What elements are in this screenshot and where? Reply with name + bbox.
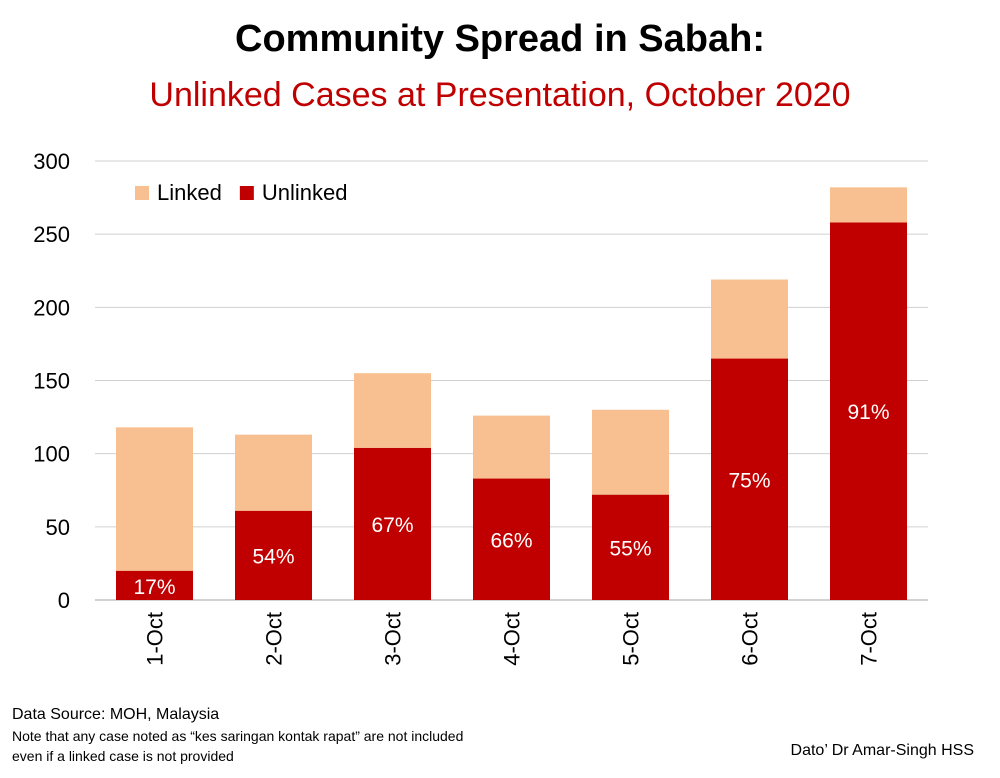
bar-linked: [473, 415, 550, 479]
data-label: 75%: [728, 469, 770, 492]
y-tick-label: 300: [33, 149, 70, 174]
bar-unlinked: [354, 447, 431, 600]
legend-label: Linked: [157, 180, 222, 205]
legend: Linked Unlinked: [135, 180, 347, 205]
stacked-bar-chart: 0 50 100 150 200 250 300 17% 54% 67% 66% 55% 75% 91%…: [33, 149, 928, 666]
data-label: 66%: [490, 529, 532, 552]
x-axis: 1-Oct 2-Oct 3-Oct 4-Oct 5-Oct 6-Oct 7-Oct: [143, 612, 882, 666]
y-tick-label: 200: [33, 295, 70, 320]
data-label: 55%: [609, 537, 651, 560]
x-tick-label: 2-Oct: [262, 612, 287, 666]
bar-linked: [354, 373, 431, 448]
x-tick-label: 6-Oct: [738, 612, 763, 666]
bar-unlinked: [473, 478, 550, 600]
bar-unlinked: [592, 494, 669, 600]
data-label: 67%: [371, 514, 413, 537]
data-label: 17%: [133, 576, 175, 599]
y-tick-label: 250: [33, 222, 70, 247]
chart-title: Community Spread in Sabah:: [235, 18, 765, 60]
bar-linked: [711, 279, 788, 359]
bar-unlinked: [830, 222, 907, 600]
x-tick-label: 3-Oct: [381, 612, 406, 666]
bar-linked: [116, 427, 193, 571]
chart-subtitle: Unlinked Cases at Presentation, October …: [149, 76, 851, 114]
legend-swatch: [239, 186, 254, 200]
author-credit: Dato’ Dr Amar-Singh HSS: [790, 742, 974, 759]
bar-unlinked: [711, 358, 788, 600]
bars: [116, 187, 907, 600]
bar-linked: [235, 434, 312, 511]
bar-unlinked: [235, 510, 312, 600]
legend-label: Unlinked: [262, 180, 348, 205]
bar-linked: [830, 187, 907, 223]
data-label: 54%: [252, 545, 294, 568]
legend-swatch: [135, 186, 149, 200]
y-tick-label: 150: [33, 369, 70, 394]
note-line-2: even if a linked case is not provided: [12, 748, 234, 764]
data-labels: 17% 54% 67% 66% 55% 75% 91%: [133, 401, 889, 599]
x-tick-label: 5-Oct: [619, 612, 644, 666]
bar-unlinked: [116, 570, 193, 600]
y-tick-label: 0: [58, 588, 70, 613]
x-tick-label: 1-Oct: [143, 612, 168, 666]
y-axis: 0 50 100 150 200 250 300: [33, 149, 70, 613]
data-label: 91%: [847, 401, 889, 424]
note-line-1: Note that any case noted as “kes saringa…: [12, 728, 464, 744]
data-source-text: Data Source: MOH, Malaysia: [12, 706, 220, 723]
x-tick-label: 4-Oct: [500, 612, 525, 666]
y-tick-label: 50: [46, 515, 70, 540]
x-tick-label: 7-Oct: [857, 612, 882, 666]
y-tick-label: 100: [33, 442, 70, 467]
bar-linked: [592, 409, 669, 495]
